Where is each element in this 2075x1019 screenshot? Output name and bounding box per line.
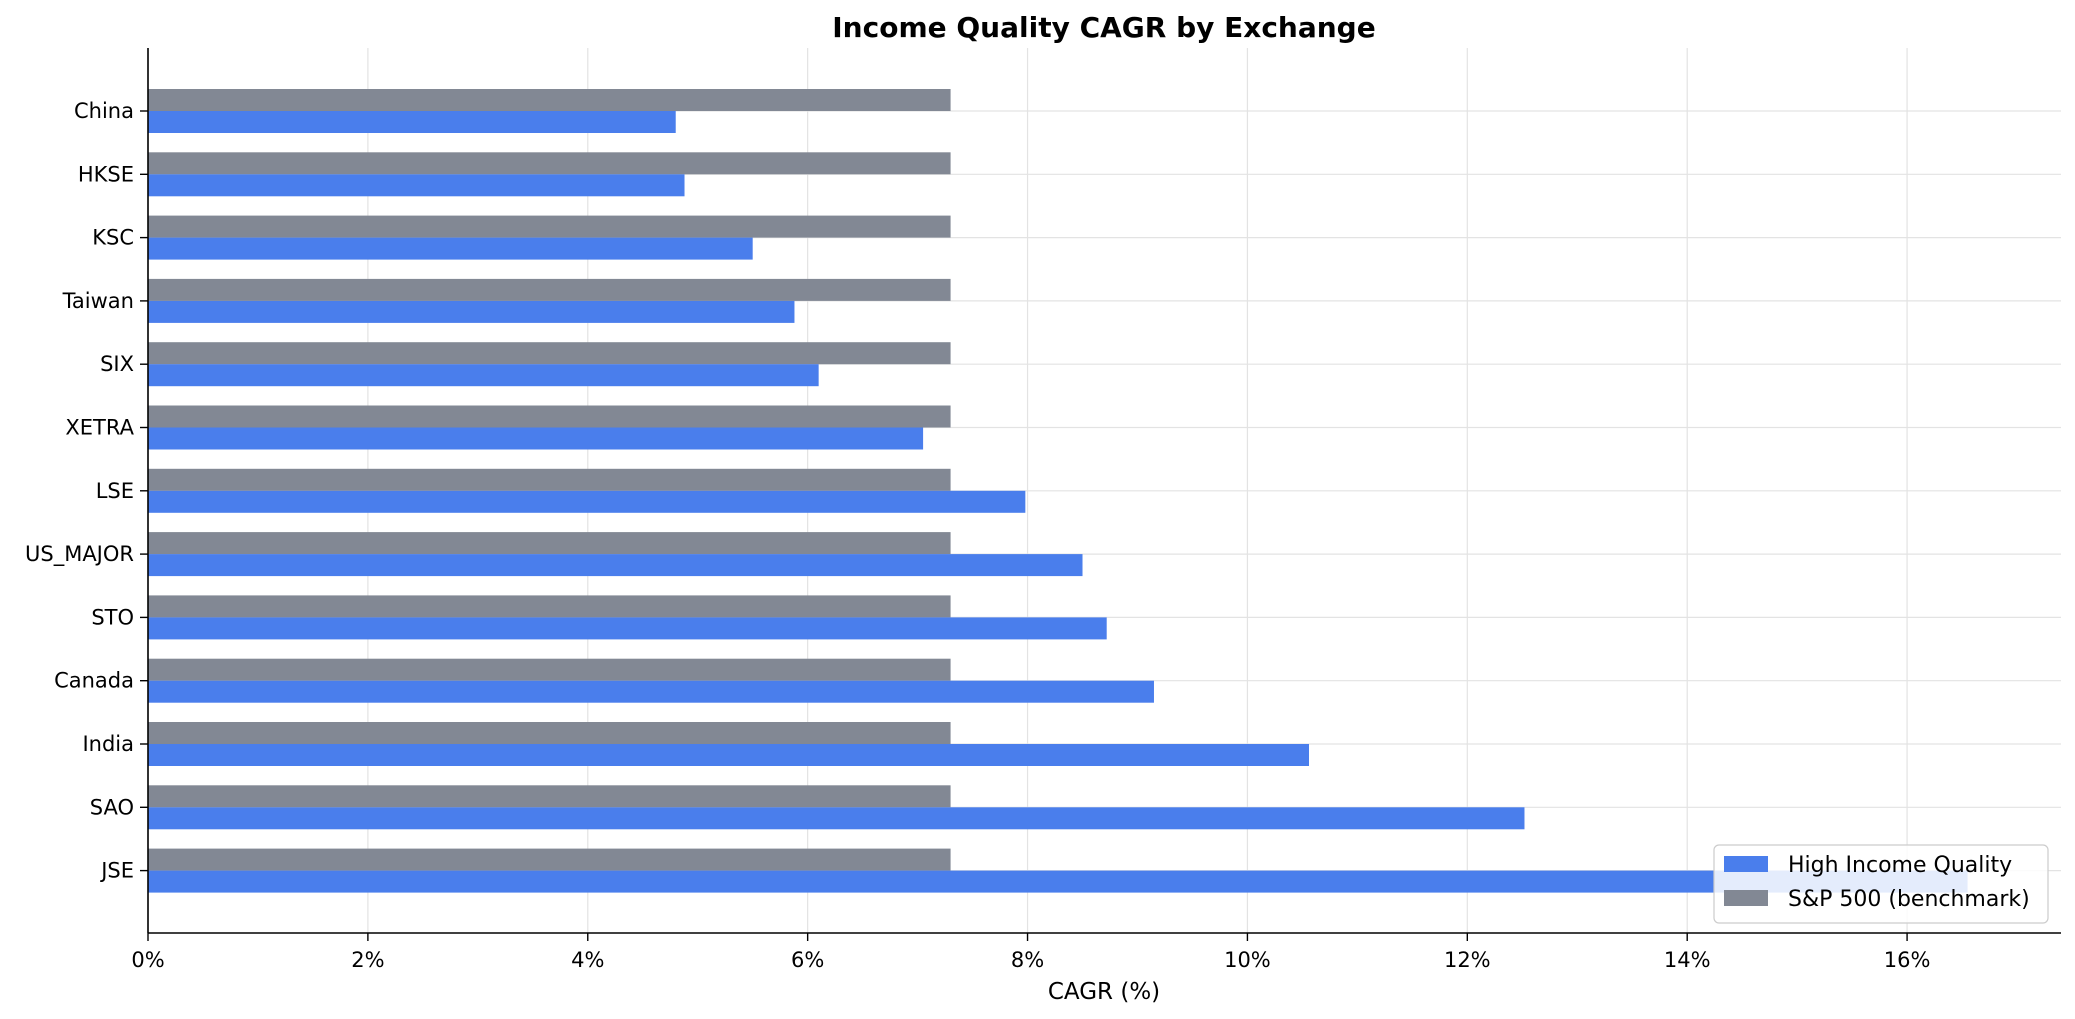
legend-frame — [1713, 844, 2049, 924]
x-tick-label: 0% — [131, 948, 164, 972]
y-tick-label-us-major: US_MAJOR — [25, 542, 134, 567]
legend-swatch-sp500-benchmark — [1724, 890, 1768, 906]
bar-high-income-quality-ksc — [148, 237, 753, 260]
chart-title: Income Quality CAGR by Exchange — [832, 11, 1375, 44]
x-tick-label: 4% — [571, 948, 604, 972]
y-tick-label-hkse: HKSE — [78, 162, 134, 186]
y-tick-label-canada: Canada — [54, 669, 134, 693]
y-tick-label-ksc: KSC — [92, 226, 134, 250]
legend-label-high-income-quality: High Income Quality — [1788, 853, 2012, 878]
y-axis-ticks: China HKSE KSC Taiwan SIX XETRA LSE US_MAJOR STO… — [25, 99, 148, 883]
bar-benchmark-india — [148, 722, 951, 744]
bar-benchmark-us-major — [148, 532, 951, 555]
legend-swatch-high-income-quality — [1724, 856, 1768, 872]
bar-high-income-quality-sao — [148, 807, 1525, 830]
y-tick-label-jse: JSE — [99, 859, 134, 883]
y-tick-label-six: SIX — [100, 352, 134, 376]
y-tick-label-lse: LSE — [96, 479, 134, 503]
bar-benchmark-ksc — [148, 215, 951, 238]
bar-high-income-quality-sto — [148, 617, 1107, 640]
bar-high-income-quality-xetra — [148, 427, 924, 450]
bar-high-income-quality-lse — [148, 490, 1026, 513]
bar-benchmark-sao — [148, 785, 951, 808]
bars — [148, 89, 1968, 893]
bar-benchmark-jse — [148, 848, 951, 871]
y-tick-label-sto: STO — [91, 605, 134, 629]
x-tick-label: 10% — [1224, 948, 1271, 972]
bar-benchmark-sto — [148, 595, 951, 618]
bar-benchmark-china — [148, 89, 951, 111]
x-axis-ticks: 0% 2% 4% 6% 8% 10% 12% 14% 16% — [131, 933, 1930, 972]
y-tick-label-india: India — [82, 732, 134, 756]
bar-benchmark-taiwan — [148, 278, 951, 301]
bar-high-income-quality-jse — [148, 870, 1968, 893]
legend: High Income Quality S&P 500 (benchmark) — [1713, 844, 2049, 924]
y-tick-label-taiwan: Taiwan — [62, 289, 134, 313]
bar-high-income-quality-taiwan — [148, 300, 795, 323]
bar-high-income-quality-hkse — [148, 174, 685, 197]
y-tick-label-china: China — [74, 99, 134, 123]
x-tick-label: 12% — [1444, 948, 1491, 972]
x-tick-label: 16% — [1884, 948, 1931, 972]
bar-high-income-quality-us-major — [148, 554, 1083, 577]
bar-benchmark-canada — [148, 658, 951, 681]
legend-label-sp500-benchmark: S&P 500 (benchmark) — [1788, 887, 2030, 912]
bar-high-income-quality-india — [148, 744, 1309, 766]
bar-high-income-quality-six — [148, 364, 819, 387]
y-tick-label-sao: SAO — [90, 795, 134, 819]
bar-benchmark-xetra — [148, 405, 951, 428]
x-tick-label: 6% — [791, 948, 824, 972]
x-tick-label: 2% — [351, 948, 384, 972]
x-tick-label: 8% — [1011, 948, 1044, 972]
y-tick-label-xetra: XETRA — [65, 416, 134, 440]
bar-benchmark-six — [148, 342, 951, 365]
x-axis-label: CAGR (%) — [1048, 979, 1160, 1005]
bar-benchmark-lse — [148, 468, 951, 491]
bar-benchmark-hkse — [148, 152, 951, 175]
bar-high-income-quality-canada — [148, 680, 1154, 703]
bar-high-income-quality-china — [148, 111, 676, 133]
x-tick-label: 14% — [1664, 948, 1711, 972]
